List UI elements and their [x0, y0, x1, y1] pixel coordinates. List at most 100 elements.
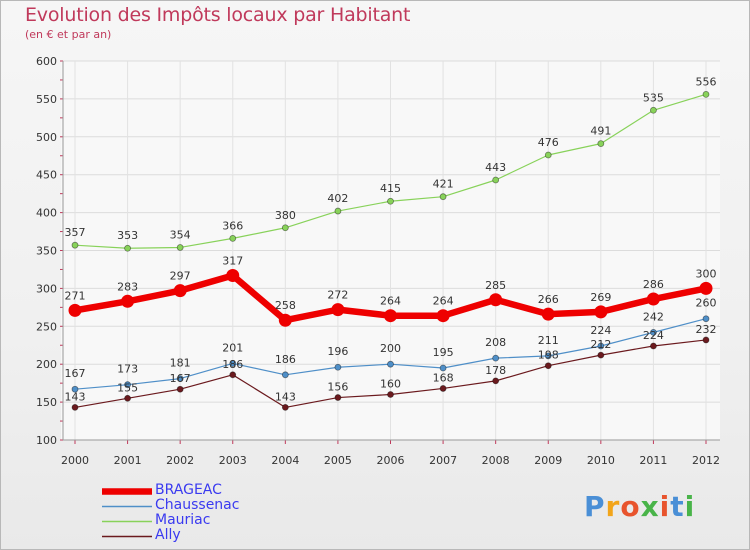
y-tick-label: 200 [36, 358, 57, 371]
data-label-brageac: 269 [590, 291, 611, 304]
data-label-mauriac: 535 [643, 91, 664, 104]
data-point-chaussenac [281, 371, 289, 379]
data-point-brageac [594, 305, 608, 319]
legend-swatch [102, 505, 152, 508]
data-point-chaussenac [176, 375, 184, 383]
data-point-brageac [226, 269, 240, 283]
data-label-chaussenac: 260 [696, 297, 717, 310]
data-label-mauriac: 556 [696, 75, 717, 88]
data-label-chaussenac: 195 [433, 346, 454, 359]
legend-swatch [102, 520, 152, 523]
data-point-ally [597, 351, 605, 359]
data-point-brageac [384, 309, 397, 323]
data-point-ally [229, 371, 237, 379]
legend-label: Chaussenac [155, 497, 240, 513]
data-point-ally [124, 394, 131, 402]
data-point-mauriac [176, 244, 184, 251]
data-point-ally [702, 336, 710, 344]
data-label-ally: 143 [65, 390, 86, 403]
x-tick-label: 2012 [692, 454, 720, 467]
data-point-chaussenac [387, 360, 394, 368]
data-point-chaussenac [544, 352, 552, 360]
data-point-chaussenac [650, 328, 657, 336]
data-point-chaussenac [71, 385, 79, 393]
data-label-brageac: 264 [433, 295, 454, 308]
data-point-mauriac [387, 197, 394, 205]
y-tick-label: 250 [36, 320, 57, 333]
y-tick-label: 600 [36, 55, 57, 68]
data-label-ally: 155 [117, 381, 138, 394]
data-point-ally [176, 385, 184, 393]
data-label-brageac: 317 [222, 255, 243, 268]
data-point-ally [387, 391, 394, 398]
data-label-mauriac: 357 [65, 226, 86, 239]
data-label-brageac: 264 [380, 295, 401, 308]
data-point-brageac [278, 313, 292, 327]
data-label-ally: 178 [485, 364, 506, 377]
data-label-ally: 167 [170, 372, 191, 385]
data-label-brageac: 300 [696, 267, 717, 280]
data-point-mauriac [439, 193, 447, 201]
x-tick-label: 2003 [219, 454, 247, 467]
x-tick-label: 2006 [377, 454, 405, 467]
data-label-mauriac: 366 [222, 219, 243, 232]
data-point-chaussenac [492, 354, 500, 362]
data-label-ally: 156 [327, 381, 348, 394]
data-label-chaussenac: 211 [538, 334, 559, 347]
data-label-mauriac: 421 [433, 178, 454, 191]
data-point-ally [334, 394, 342, 401]
x-tick-label: 2000 [61, 454, 89, 467]
data-label-brageac: 272 [327, 289, 348, 302]
data-point-ally [544, 362, 552, 370]
data-label-mauriac: 491 [590, 125, 611, 138]
data-point-ally [439, 385, 447, 392]
data-label-mauriac: 354 [170, 228, 191, 241]
data-point-mauriac [124, 244, 131, 252]
legend-label: Ally [155, 527, 181, 543]
data-label-brageac: 271 [65, 289, 86, 302]
data-point-mauriac [702, 90, 710, 98]
data-label-chaussenac: 181 [170, 357, 191, 370]
data-point-mauriac [597, 140, 605, 148]
chart-title: Evolution des Impôts locaux par Habitant [25, 4, 411, 26]
legend-swatch [102, 488, 152, 495]
y-tick-label: 450 [36, 169, 57, 182]
data-point-chaussenac [702, 315, 710, 323]
data-point-brageac [68, 303, 82, 317]
data-label-mauriac: 443 [485, 161, 506, 174]
data-label-chaussenac: 186 [275, 353, 296, 366]
legend-swatch [102, 535, 152, 538]
data-label-mauriac: 380 [275, 209, 296, 222]
data-label-mauriac: 402 [327, 192, 348, 205]
proxiti-logo: Proxiti [584, 490, 696, 523]
y-tick-label: 400 [36, 207, 57, 220]
data-point-mauriac [281, 224, 289, 232]
legend-label: Mauriac [155, 512, 211, 528]
data-point-brageac [121, 294, 135, 308]
y-tick-label: 100 [36, 434, 57, 447]
data-label-ally: 143 [275, 390, 296, 403]
data-label-brageac: 283 [117, 280, 138, 293]
x-tick-label: 2010 [587, 454, 615, 467]
data-point-chaussenac [334, 363, 342, 371]
data-point-ally [281, 404, 289, 411]
x-tick-label: 2001 [114, 454, 142, 467]
data-point-mauriac [492, 176, 500, 184]
data-label-ally: 224 [643, 329, 664, 342]
data-point-brageac [331, 303, 345, 317]
data-label-brageac: 266 [538, 293, 559, 306]
data-label-chaussenac: 208 [485, 336, 506, 349]
data-label-chaussenac: 173 [117, 363, 138, 376]
x-tick-label: 2007 [429, 454, 457, 467]
data-point-mauriac [544, 151, 552, 159]
data-point-brageac [699, 281, 713, 295]
y-tick-label: 350 [36, 245, 57, 258]
y-tick-label: 500 [36, 131, 57, 144]
chart-subtitle: (en € et par an) [25, 28, 112, 41]
data-label-brageac: 285 [485, 279, 506, 292]
data-point-brageac [436, 309, 450, 323]
x-tick-label: 2002 [166, 454, 194, 467]
data-label-ally: 198 [538, 349, 559, 362]
data-label-ally: 232 [696, 323, 717, 336]
